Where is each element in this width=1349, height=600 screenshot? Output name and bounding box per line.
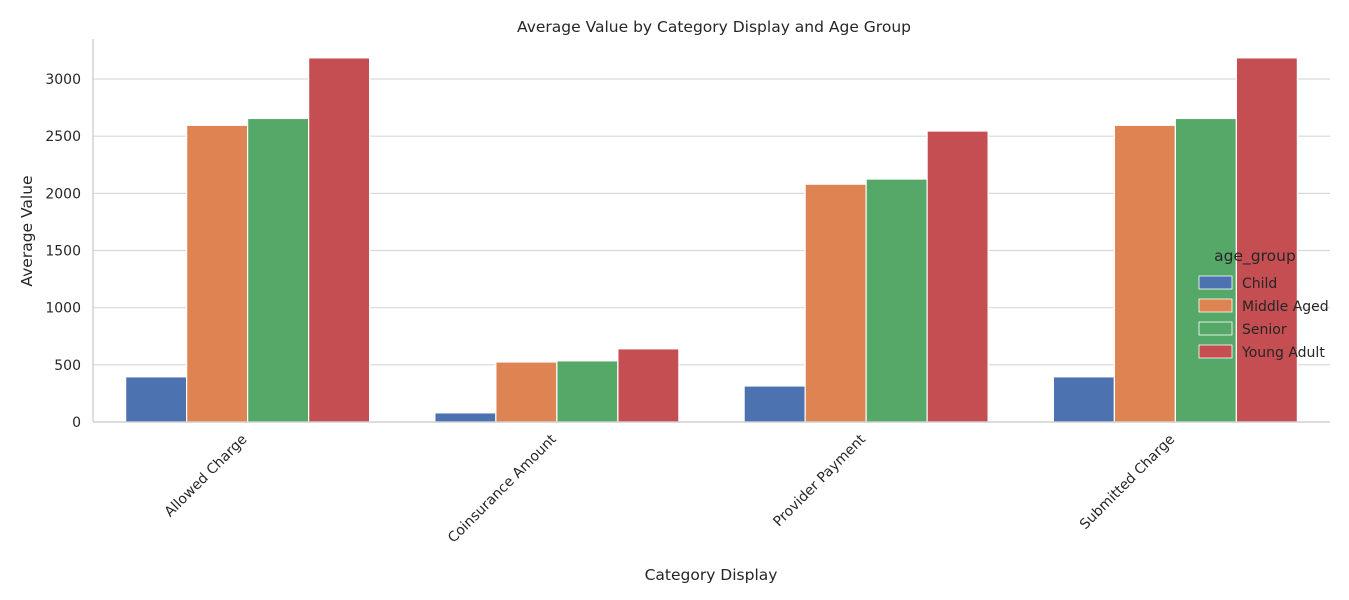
bar-0-3: [308, 57, 371, 423]
bar-2-3: [926, 130, 989, 423]
y-tick-label-1: 500: [54, 358, 81, 374]
bar-1-3: [617, 348, 680, 423]
bar-3-3: [1235, 57, 1298, 423]
x-tick-label-0: Allowed Charge: [162, 432, 251, 521]
bar-2-1: [804, 183, 867, 423]
bar-3-2: [1174, 117, 1237, 423]
bar-3-0: [1052, 376, 1115, 423]
bar-0-1: [186, 124, 249, 423]
y-tick-label-3: 1500: [45, 244, 81, 260]
x-axis-title: Category Display: [645, 566, 778, 584]
legend-swatch-3: [1198, 344, 1233, 359]
y-axis-title: Average Value: [18, 175, 36, 286]
y-tick-label-5: 2500: [45, 129, 81, 145]
bars: [125, 57, 1298, 423]
bar-1-2: [556, 360, 619, 423]
x-tick-label-1: Coinsurance Amount: [445, 431, 560, 546]
bar-2-2: [865, 178, 928, 423]
y-tick-label-2: 1000: [45, 301, 81, 317]
bar-1-0: [434, 412, 497, 423]
y-tick-label-0: 0: [72, 415, 81, 431]
y-tick-label-6: 3000: [45, 72, 81, 88]
legend: age_group Child Middle Aged Senior Young Ad…: [1198, 247, 1329, 361]
x-tick-label-3: Submitted Charge: [1077, 432, 1178, 533]
legend-title: age_group: [1214, 247, 1296, 266]
bar-0-2: [247, 117, 310, 423]
legend-swatch-2: [1198, 321, 1233, 336]
x-tick-label-2: Provider Payment: [770, 431, 869, 530]
legend-swatch-0: [1198, 275, 1233, 290]
legend-swatch-1: [1198, 298, 1233, 313]
y-tick-label-4: 2000: [45, 186, 81, 202]
chart-title: Average Value by Category Display and Ag…: [517, 18, 911, 36]
legend-label-1: Middle Aged: [1242, 299, 1329, 315]
bar-1-1: [495, 361, 558, 423]
legend-label-2: Senior: [1242, 322, 1287, 338]
legend-label-3: Young Adult: [1241, 345, 1325, 361]
legend-label-0: Child: [1242, 276, 1277, 292]
bar-3-1: [1113, 124, 1176, 423]
bar-2-0: [743, 385, 806, 423]
bar-0-0: [125, 376, 188, 423]
